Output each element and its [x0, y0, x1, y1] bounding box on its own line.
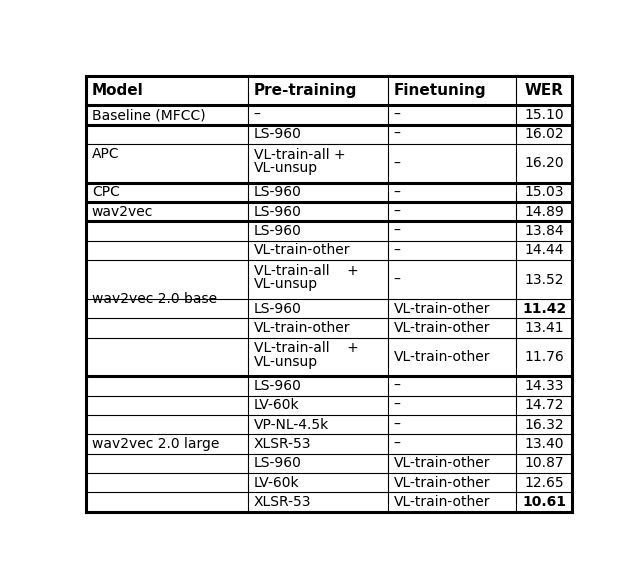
Text: 15.03: 15.03: [525, 186, 564, 200]
Text: wav2vec 2.0 large: wav2vec 2.0 large: [92, 437, 220, 451]
Text: Model: Model: [92, 84, 143, 99]
Text: 11.76: 11.76: [524, 350, 564, 364]
Text: VL-train-other: VL-train-other: [394, 321, 490, 335]
Text: 13.41: 13.41: [524, 321, 564, 335]
Text: 16.32: 16.32: [524, 418, 564, 432]
Text: VL-unsup: VL-unsup: [253, 354, 317, 368]
Text: VL-train-other: VL-train-other: [394, 350, 490, 364]
Text: Finetuning: Finetuning: [394, 84, 486, 99]
Text: LS-960: LS-960: [253, 186, 301, 200]
Text: LV-60k: LV-60k: [253, 476, 300, 490]
Text: VL-train-other: VL-train-other: [394, 476, 490, 490]
Text: –: –: [394, 273, 401, 287]
Text: 14.89: 14.89: [524, 205, 564, 219]
Text: 10.61: 10.61: [522, 495, 566, 509]
Text: VL-unsup: VL-unsup: [253, 161, 317, 175]
Text: –: –: [253, 108, 260, 122]
Text: LS-960: LS-960: [253, 205, 301, 219]
Text: VL-train-other: VL-train-other: [253, 244, 350, 258]
Text: VL-train-all    +: VL-train-all +: [253, 264, 358, 278]
Text: CPC: CPC: [92, 186, 120, 200]
Text: VL-train-other: VL-train-other: [394, 302, 490, 316]
Text: Baseline (MFCC): Baseline (MFCC): [92, 108, 205, 122]
Text: wav2vec: wav2vec: [92, 205, 153, 219]
Text: –: –: [394, 379, 401, 393]
Text: 15.10: 15.10: [524, 108, 564, 122]
Text: VL-train-other: VL-train-other: [394, 456, 490, 470]
Text: –: –: [394, 157, 401, 171]
Text: –: –: [394, 398, 401, 412]
Text: 10.87: 10.87: [524, 456, 564, 470]
Text: APC: APC: [92, 147, 120, 161]
Text: LV-60k: LV-60k: [253, 398, 300, 412]
Text: VP-NL-4.5k: VP-NL-4.5k: [253, 418, 329, 432]
Text: wav2vec 2.0 base: wav2vec 2.0 base: [92, 292, 217, 306]
Text: 13.52: 13.52: [525, 273, 564, 287]
Text: 14.44: 14.44: [525, 244, 564, 258]
Text: –: –: [394, 186, 401, 200]
Text: –: –: [394, 108, 401, 122]
Text: LS-960: LS-960: [253, 456, 301, 470]
Text: VL-train-all +: VL-train-all +: [253, 148, 345, 162]
Text: 14.33: 14.33: [525, 379, 564, 393]
Text: LS-960: LS-960: [253, 302, 301, 316]
Text: 16.02: 16.02: [524, 128, 564, 142]
Text: 12.65: 12.65: [524, 476, 564, 490]
Text: –: –: [394, 224, 401, 238]
Text: VL-train-all    +: VL-train-all +: [253, 342, 358, 356]
Text: XLSR-53: XLSR-53: [253, 437, 311, 451]
Text: VL-unsup: VL-unsup: [253, 277, 317, 291]
Text: LS-960: LS-960: [253, 224, 301, 238]
Text: LS-960: LS-960: [253, 379, 301, 393]
Text: –: –: [394, 205, 401, 219]
Text: XLSR-53: XLSR-53: [253, 495, 311, 509]
Text: WER: WER: [525, 84, 564, 99]
Text: 11.42: 11.42: [522, 302, 566, 316]
Text: 14.72: 14.72: [525, 398, 564, 412]
Text: 13.84: 13.84: [524, 224, 564, 238]
Text: 16.20: 16.20: [524, 157, 564, 171]
Text: –: –: [394, 437, 401, 451]
Text: 13.40: 13.40: [525, 437, 564, 451]
Text: VL-train-other: VL-train-other: [253, 321, 350, 335]
Text: –: –: [394, 418, 401, 432]
Text: Pre-training: Pre-training: [253, 84, 357, 99]
Text: –: –: [394, 128, 401, 142]
Text: –: –: [394, 244, 401, 258]
Text: LS-960: LS-960: [253, 128, 301, 142]
Text: VL-train-other: VL-train-other: [394, 495, 490, 509]
